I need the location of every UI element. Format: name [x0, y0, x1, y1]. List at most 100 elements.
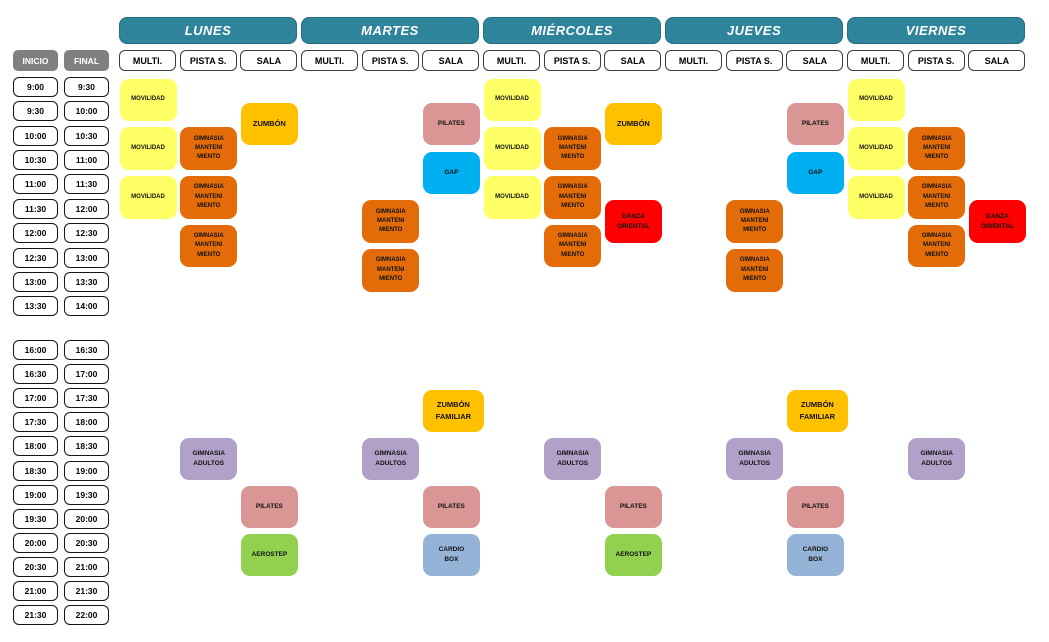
- activity-label-line: GIMNASIA: [193, 232, 224, 239]
- column-header-miercoles-sala: SALA: [604, 50, 662, 71]
- activity-label-line: GIMNASIA: [375, 257, 406, 264]
- time-cell-inicio: 12:30: [13, 247, 58, 268]
- activity-gimnasia-adultos: GIMNASIA ADULTOS: [544, 437, 602, 481]
- activity-label-line: MOVILIDAD: [859, 193, 893, 200]
- time-cell-final: 11:30: [64, 174, 109, 195]
- activity-movilidad: MOVILIDAD: [119, 175, 177, 219]
- column-header-jueves-sala: SALA: [786, 50, 844, 71]
- activity-label-line: GIMNASIA: [557, 184, 588, 191]
- activity-label-line: PILATES: [437, 503, 465, 511]
- activity-label-line: GIMNASIA: [556, 449, 589, 457]
- activity-label-line: MANTENI: [741, 217, 769, 224]
- time-cell-final: 12:30: [64, 223, 109, 244]
- activity-label-line: MANTENI: [923, 193, 951, 200]
- time-cell-final: 20:30: [64, 532, 109, 553]
- activity-gap: GAP: [786, 151, 844, 195]
- time-cell-final: 17:00: [64, 364, 109, 385]
- time-cell-final: 14:00: [64, 296, 109, 317]
- activity-label-line: AEROSTEP: [251, 551, 288, 559]
- time-cell-final: 13:30: [64, 271, 109, 292]
- final-header: FINAL: [64, 50, 109, 71]
- time-cell-inicio: 20:00: [13, 532, 58, 553]
- activity-label-line: MIENTO: [743, 275, 767, 282]
- activity-label-line: MOVILIDAD: [495, 193, 529, 200]
- activity-label-line: PILATES: [801, 120, 829, 128]
- activity-label-line: GIMNASIA: [557, 232, 588, 239]
- activity-danza-oriental: DANZA ORIENTAL: [604, 200, 662, 243]
- time-cell-final: 21:00: [64, 556, 109, 577]
- time-cell-inicio: 21:00: [13, 581, 58, 601]
- activity-label-line: ZUMBÓN: [436, 400, 470, 410]
- activity-label-line: MIENTO: [561, 251, 585, 258]
- column-header-jueves-pista-s: PISTA S.: [725, 50, 783, 71]
- activity-label-line: DANZA: [986, 212, 1009, 220]
- activity-label-line: MANTENI: [559, 193, 587, 200]
- time-cell-inicio: 20:30: [13, 556, 58, 577]
- activity-cardio-box: CARDIO BOX: [422, 534, 480, 577]
- activity-movilidad: MOVILIDAD: [119, 78, 177, 122]
- activity-pilates: PILATES: [422, 486, 480, 529]
- time-cell-inicio: 10:30: [13, 150, 58, 171]
- activity-label-line: FAMILIAR: [435, 411, 472, 421]
- activity-label-line: CARDIO: [802, 546, 829, 554]
- activity-label-line: BOX: [808, 556, 823, 564]
- time-cell-final: 19:00: [64, 460, 109, 481]
- time-cell-final: 20:00: [64, 508, 109, 529]
- activity-zumbon-familiar: ZUMBÓN FAMILIAR: [786, 389, 848, 432]
- activity-label-line: GIMNASIA: [192, 449, 225, 457]
- column-header-viernes-pista-s: PISTA S.: [907, 50, 965, 71]
- activity-gimnasia-mantenimiento: GIMNASIA MANTENI MIENTO: [544, 175, 602, 219]
- column-header-lunes-pista-s: PISTA S.: [179, 50, 237, 71]
- time-cell-inicio: 12:00: [13, 223, 58, 244]
- time-cell-inicio: 21:30: [13, 605, 58, 626]
- activity-label-line: MIENTO: [925, 154, 949, 161]
- activity-label-line: MANTENI: [923, 242, 951, 249]
- activity-pilates: PILATES: [604, 486, 662, 529]
- activity-movilidad: MOVILIDAD: [483, 175, 541, 219]
- activity-gimnasia-adultos: GIMNASIA ADULTOS: [180, 437, 238, 481]
- time-cell-inicio: 17:00: [13, 388, 58, 409]
- activity-label-line: PILATES: [255, 503, 283, 511]
- activity-label-line: GIMNASIA: [193, 135, 224, 142]
- activity-label-line: GIMNASIA: [738, 449, 771, 457]
- activity-label-line: MIENTO: [197, 154, 221, 161]
- column-header-martes-multi: MULTI.: [301, 50, 358, 71]
- activity-label-line: MIENTO: [561, 202, 585, 209]
- activity-label-line: MIENTO: [743, 227, 767, 234]
- time-cell-inicio: 11:30: [13, 198, 58, 219]
- activity-label-line: GIMNASIA: [193, 184, 224, 191]
- time-cell-inicio: 9:00: [13, 77, 58, 97]
- activity-label-line: ADULTOS: [557, 459, 589, 467]
- activity-label-line: GAP: [444, 168, 459, 176]
- column-header-martes-sala: SALA: [422, 50, 480, 71]
- day-header-lunes: LUNES: [119, 17, 297, 44]
- activity-label-line: ADULTOS: [375, 459, 407, 467]
- activity-label-line: MOVILIDAD: [859, 144, 893, 151]
- activity-label-line: MANTENI: [923, 144, 951, 151]
- activity-gimnasia-mantenimiento: GIMNASIA MANTENI MIENTO: [180, 127, 238, 170]
- activity-gimnasia-mantenimiento: GIMNASIA MANTENI MIENTO: [726, 249, 784, 292]
- activity-label-line: GIMNASIA: [375, 208, 406, 215]
- time-cell-inicio: 13:00: [13, 271, 58, 292]
- day-header-viernes: VIERNES: [847, 17, 1025, 44]
- activity-gimnasia-adultos: GIMNASIA ADULTOS: [362, 437, 420, 481]
- activity-label-line: MANTENI: [559, 144, 587, 151]
- activity-pilates: PILATES: [422, 102, 480, 146]
- activity-gap: GAP: [422, 151, 480, 195]
- activity-gimnasia-mantenimiento: GIMNASIA MANTENI MIENTO: [908, 127, 966, 170]
- time-cell-final: 10:30: [64, 125, 109, 146]
- activity-label-line: MIENTO: [379, 275, 403, 282]
- activity-gimnasia-mantenimiento: GIMNASIA MANTENI MIENTO: [908, 175, 966, 219]
- activity-cardio-box: CARDIO BOX: [786, 534, 844, 577]
- time-cell-inicio: 19:00: [13, 484, 58, 505]
- activity-movilidad: MOVILIDAD: [847, 78, 905, 122]
- column-header-viernes-multi: MULTI.: [847, 50, 904, 71]
- activity-label-line: MANTENI: [195, 144, 223, 151]
- activity-label-line: GIMNASIA: [557, 135, 588, 142]
- activity-label-line: GIMNASIA: [920, 449, 953, 457]
- time-cell-inicio: 19:30: [13, 508, 58, 529]
- activity-danza-oriental: DANZA ORIENTAL: [968, 200, 1026, 243]
- activity-label-line: GIMNASIA: [374, 449, 407, 457]
- time-cell-final: 12:00: [64, 198, 109, 219]
- time-cell-inicio: 16:00: [13, 340, 58, 360]
